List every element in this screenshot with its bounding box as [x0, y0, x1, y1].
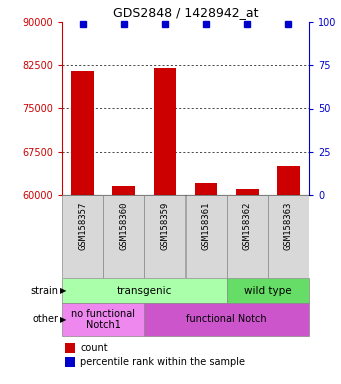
Text: functional Notch: functional Notch — [186, 314, 267, 324]
Text: GSM158361: GSM158361 — [202, 202, 211, 250]
Bar — [113, 186, 135, 195]
Bar — [144, 195, 186, 278]
Bar — [277, 166, 300, 195]
Text: transgenic: transgenic — [117, 285, 172, 296]
Text: ▶: ▶ — [60, 315, 67, 324]
Text: GSM158360: GSM158360 — [119, 202, 128, 250]
Text: GSM158359: GSM158359 — [160, 202, 169, 250]
Bar — [227, 195, 268, 278]
Text: other: other — [33, 314, 59, 324]
Bar — [103, 195, 144, 278]
Text: strain: strain — [31, 285, 59, 296]
Bar — [195, 184, 218, 195]
Text: wild type: wild type — [244, 285, 292, 296]
Bar — [62, 195, 103, 278]
Text: GSM158363: GSM158363 — [284, 202, 293, 250]
Text: percentile rank within the sample: percentile rank within the sample — [80, 357, 245, 367]
Text: GSM158357: GSM158357 — [78, 202, 87, 250]
Title: GDS2848 / 1428942_at: GDS2848 / 1428942_at — [113, 7, 258, 20]
Bar — [153, 68, 176, 195]
Text: no functional
Notch1: no functional Notch1 — [71, 309, 135, 330]
Text: GSM158362: GSM158362 — [243, 202, 252, 250]
Bar — [71, 71, 94, 195]
Text: count: count — [80, 343, 108, 353]
Text: ▶: ▶ — [60, 286, 67, 295]
Bar — [236, 189, 258, 195]
Bar — [186, 195, 227, 278]
Bar — [268, 195, 309, 278]
